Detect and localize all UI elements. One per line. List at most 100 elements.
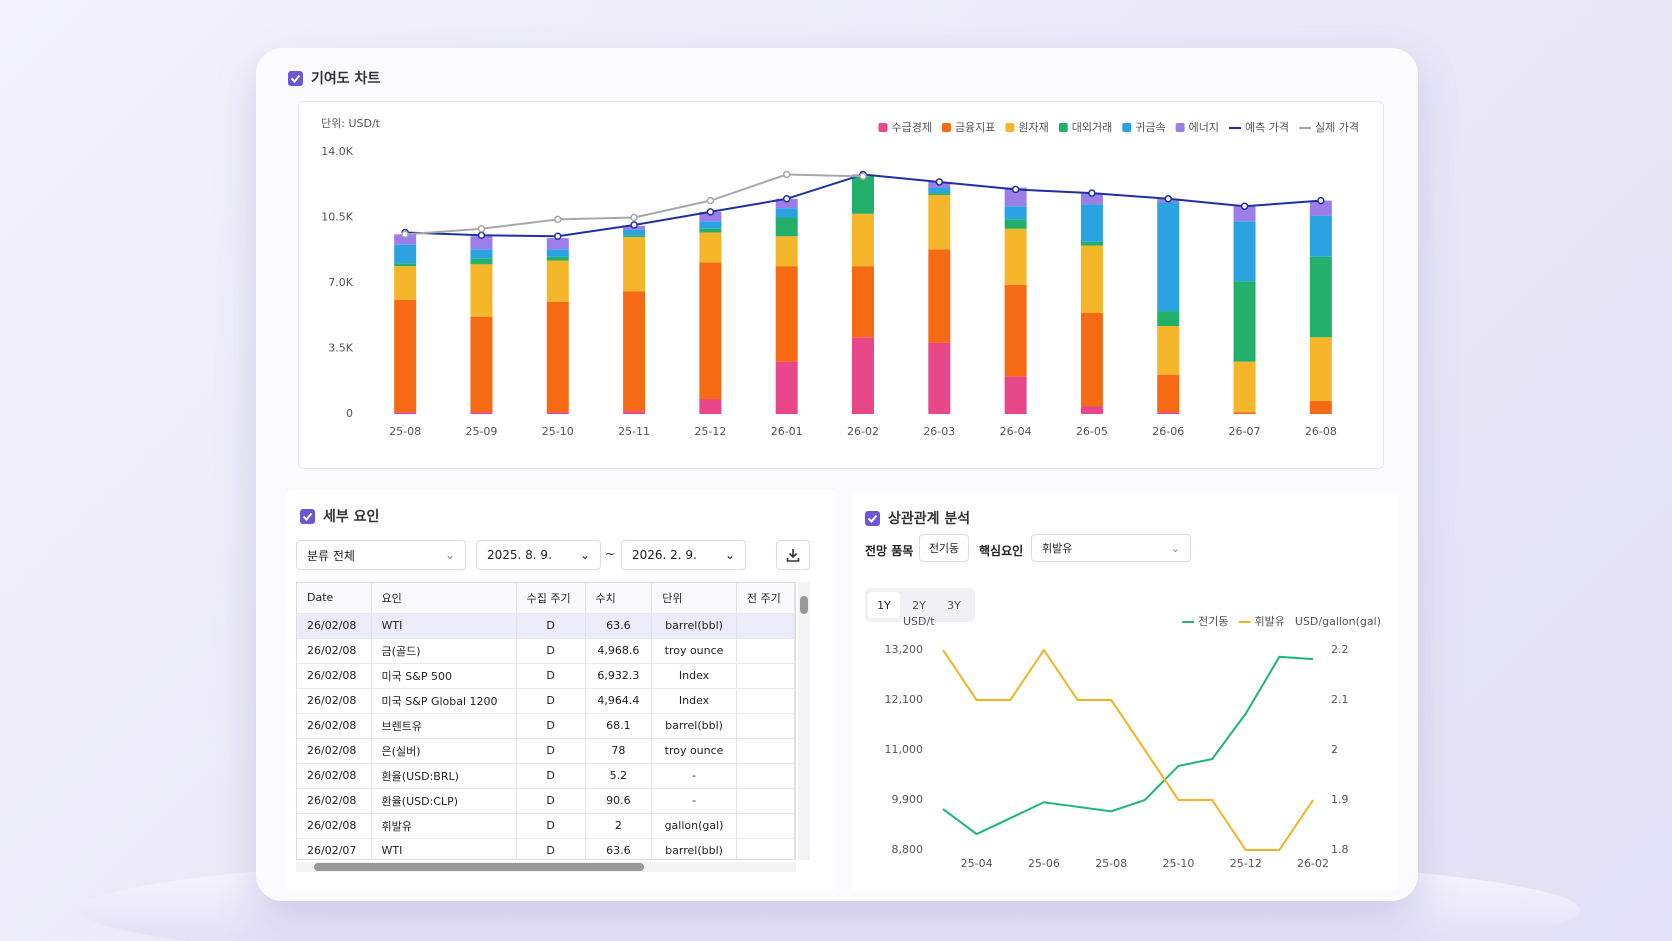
factor-select[interactable]: 휘발유 ⌄ (1031, 534, 1191, 562)
y-tick-label: 0 (346, 407, 353, 420)
dashboard-card: 기여도 차트 단위: USD/t 0 3.5K 7.0K 10.5K 14.0K 25-08… (256, 48, 1418, 901)
table-row[interactable]: 26/02/08 WTI D 63.6 barrel(bbl) (297, 613, 795, 639)
table-row[interactable]: 26/02/08 휘발유 D 2 gallon(gal) (297, 813, 795, 839)
table-row[interactable]: 26/02/08 금(골드) D 4,968.6 troy ounce (297, 638, 795, 664)
bar-segment (1080, 204, 1103, 242)
table-cell (736, 838, 795, 859)
bar-segment (546, 260, 569, 302)
table-cell: 미국 S&P 500 (371, 663, 517, 689)
section-title: 기여도 차트 (311, 71, 381, 87)
bar-segment (852, 176, 874, 214)
x-tick-label: 26-08 (1305, 425, 1337, 438)
column-header: 단위 (651, 583, 737, 614)
table-cell (736, 788, 795, 814)
bar-segment (470, 264, 493, 317)
x-tick-label: 25-04 (961, 857, 993, 870)
section-title: 상관관계 분석 (888, 511, 971, 527)
table-cell: WTI (371, 838, 517, 859)
bar-segment (1157, 374, 1180, 413)
category-select[interactable]: 분류 전체 ⌄ (296, 540, 466, 570)
table-cell: 26/02/08 (297, 763, 372, 789)
table-cell (736, 763, 795, 789)
bar-segment (394, 266, 417, 300)
x-tick-label: 26-04 (1000, 425, 1032, 438)
y-tick-label: 12,100 (885, 693, 924, 706)
x-tick-label: 25-08 (389, 425, 421, 438)
bar-segment (1309, 200, 1332, 216)
legend-label: 휘발유 (1255, 615, 1285, 628)
table-cell: D (516, 763, 586, 789)
bar-segment (775, 236, 798, 267)
select-value: 분류 전체 (307, 548, 355, 563)
table-cell: troy ounce (651, 738, 737, 764)
table-cell (736, 713, 795, 739)
table-cell: D (516, 713, 586, 739)
bar-segment (623, 237, 646, 292)
y-tick-label: 11,000 (885, 743, 924, 756)
bar-segment (775, 217, 798, 237)
table-cell: gallon(gal) (651, 813, 737, 839)
bar-segment (470, 249, 493, 259)
bar-segment (699, 232, 722, 263)
x-tick-label: 26-05 (1076, 425, 1108, 438)
v-scrollbar[interactable] (798, 582, 810, 860)
bar-segment (1309, 337, 1332, 401)
checkbox[interactable] (288, 70, 303, 86)
table-row[interactable]: 26/02/08 미국 S&P 500 D 6,932.3 Index (297, 663, 795, 689)
x-tick-label: 25-10 (542, 425, 574, 438)
legend-label: 귀금속 (1135, 121, 1165, 134)
table-cell: 68.1 (585, 713, 653, 739)
table-cell: 은(실버) (371, 738, 517, 764)
table-cell: D (516, 738, 586, 764)
table-cell (736, 638, 795, 664)
download-button[interactable] (776, 540, 810, 570)
table-cell (736, 613, 795, 639)
table-cell: 환율(USD:CLP) (371, 788, 517, 814)
x-tick-label: 26-07 (1229, 425, 1261, 438)
legend-swatch (878, 123, 888, 132)
table-cell (736, 738, 795, 764)
y-tick-label: 3.5K (328, 342, 353, 355)
period-button[interactable]: 3Y (947, 598, 961, 612)
checkbox[interactable] (865, 510, 880, 526)
checkbox[interactable] (300, 508, 315, 524)
bar-segment (546, 249, 569, 257)
x-tick-label: 26-06 (1152, 425, 1184, 438)
legend-label: 수급경제 (891, 121, 931, 134)
bar-segment (394, 299, 417, 413)
x-tick-label: 26-03 (923, 425, 955, 438)
period-button[interactable]: 2Y (912, 598, 926, 612)
section-header: 상관관계 분석 (865, 508, 970, 528)
table-row[interactable]: 26/02/08 환율(USD:CLP) D 90.6- (297, 788, 795, 814)
x-tick-label: 26-02 (847, 425, 879, 438)
bar-segment (394, 412, 417, 414)
table-cell: barrel(bbl) (651, 838, 737, 859)
table-cell (736, 663, 795, 689)
h-scrollbar[interactable] (296, 862, 796, 872)
target-button[interactable]: 전기동 (919, 534, 969, 562)
period-button[interactable]: 1Y (868, 592, 900, 618)
unit-label: 단위: USD/t (321, 117, 381, 130)
table-row[interactable]: 26/02/08 미국 S&P Global 1200 D 4,964.4 Index (297, 688, 795, 714)
x-tick-label: 26-01 (771, 425, 803, 438)
table-row[interactable]: 26/02/08 은(실버) D 78 troy ounce (297, 738, 795, 764)
table-wrap: Date 요인 수집 주기 수치 단위 전 주기 26/02/08 WTI D 63.6 barre… (296, 582, 796, 860)
table-cell: 금(골드) (371, 638, 517, 664)
table-cell: 휘발유 (371, 813, 517, 839)
table-row[interactable]: 26/02/08 환율(USD:BRL) D 5.2- (297, 763, 795, 789)
bar-segment (1080, 241, 1103, 246)
line-point (706, 208, 715, 216)
table-cell: 26/02/07 (297, 838, 372, 859)
table-cell: 26/02/08 (297, 663, 372, 689)
end-date[interactable]: 2026. 2. 9. ⌄ (621, 540, 746, 570)
y-tick-label: 10.5K (321, 211, 353, 224)
bar-segment (470, 316, 493, 413)
table-cell: 2 (585, 813, 653, 839)
period-group: 1Y 2Y 3Y (865, 588, 975, 622)
bar-segment (394, 244, 417, 264)
table-row[interactable]: 26/02/08 브렌트유 D 68.1 barrel(bbl) (297, 713, 795, 739)
table-row[interactable]: 26/02/07 WTI D 63.6 barrel(bbl) (297, 838, 795, 859)
bar-segment (1004, 219, 1027, 229)
table-cell: - (651, 788, 737, 814)
start-date[interactable]: 2025. 8. 9. ⌄ (476, 540, 601, 570)
